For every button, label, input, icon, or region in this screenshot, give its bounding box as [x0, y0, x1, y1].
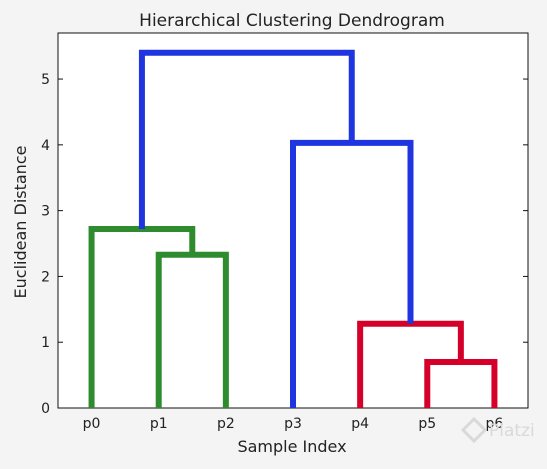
x-tick-label: p2: [217, 416, 235, 432]
x-axis-ticks: p0 p1 p2 p3 p4 p5 p6: [83, 416, 504, 432]
x-tick-label: p5: [418, 416, 436, 432]
dendrogram-link-3: [88, 226, 196, 408]
y-tick-label: 1: [41, 335, 50, 351]
x-tick-label: p1: [150, 416, 168, 432]
y-tick-label: 3: [41, 204, 50, 220]
y-axis-label: Euclidean Distance: [11, 146, 30, 299]
dendrogram-link-5: [138, 49, 355, 230]
platzi-logo-icon: [460, 416, 488, 444]
y-axis-ticks: 0 1 2 3 4 5: [41, 72, 528, 417]
x-axis-label: Sample Index: [237, 437, 346, 456]
dendrogram-link-2: [155, 251, 229, 408]
y-tick-label: 2: [41, 269, 50, 285]
x-tick-label: p4: [351, 416, 369, 432]
x-tick-label: p0: [83, 416, 101, 432]
y-tick-label: 5: [41, 72, 50, 88]
dendrogram-links: [88, 49, 498, 408]
watermark-text: Platzi: [489, 421, 535, 441]
y-tick-label: 4: [41, 138, 50, 154]
platzi-watermark: Platzi: [460, 416, 535, 444]
x-tick-label: p6: [486, 416, 504, 432]
x-tick-label: p3: [284, 416, 302, 432]
y-tick-label: 0: [41, 401, 50, 417]
chart-title: Hierarchical Clustering Dendrogram: [139, 11, 445, 31]
